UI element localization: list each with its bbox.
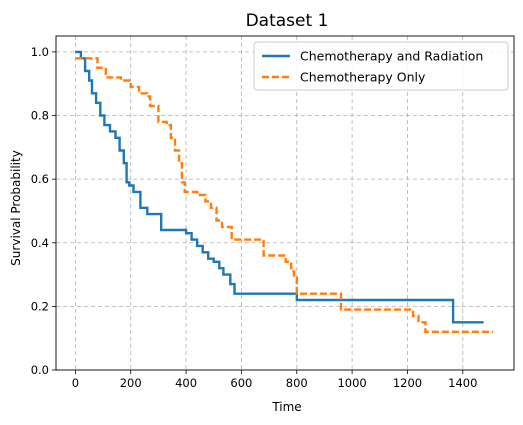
y-tick-label: 0.0 [31, 363, 49, 377]
legend: Chemotherapy and Radiation Chemotherapy O… [253, 41, 509, 91]
legend-box [253, 41, 509, 91]
legend-label-2: Chemotherapy Only [300, 70, 426, 85]
y-tick-label: 0.6 [31, 172, 49, 186]
y-tick-label: 0.4 [31, 236, 49, 250]
x-tick-label: 800 [286, 376, 308, 390]
y-tick-label: 0.2 [31, 299, 49, 313]
series-line-1 [75, 50, 484, 324]
y-tick-label: 1.0 [31, 45, 49, 59]
x-tick-label: 1400 [448, 376, 477, 390]
y-tick-label: 0.8 [31, 109, 49, 123]
plot-frame [55, 35, 515, 371]
series-layer [75, 50, 494, 333]
x-tick-label: 1200 [393, 376, 422, 390]
y-axis-label: Survival Probability [9, 150, 23, 266]
axis-ticks: 0 200 400 600 800 1000 1200 1400 0.0 0.2 0.4 0.6 0.8… [31, 45, 478, 390]
x-tick-label: 400 [175, 376, 197, 390]
x-tick-label: 0 [72, 376, 79, 390]
x-tick-label: 200 [120, 376, 142, 390]
x-axis-label: Time [271, 400, 301, 414]
x-tick-label: 600 [230, 376, 252, 390]
chart-title: Dataset 1 [246, 11, 329, 31]
series-line-2 [75, 57, 494, 333]
x-tick-label: 1000 [337, 376, 366, 390]
legend-label-1: Chemotherapy and Radiation [300, 49, 483, 64]
